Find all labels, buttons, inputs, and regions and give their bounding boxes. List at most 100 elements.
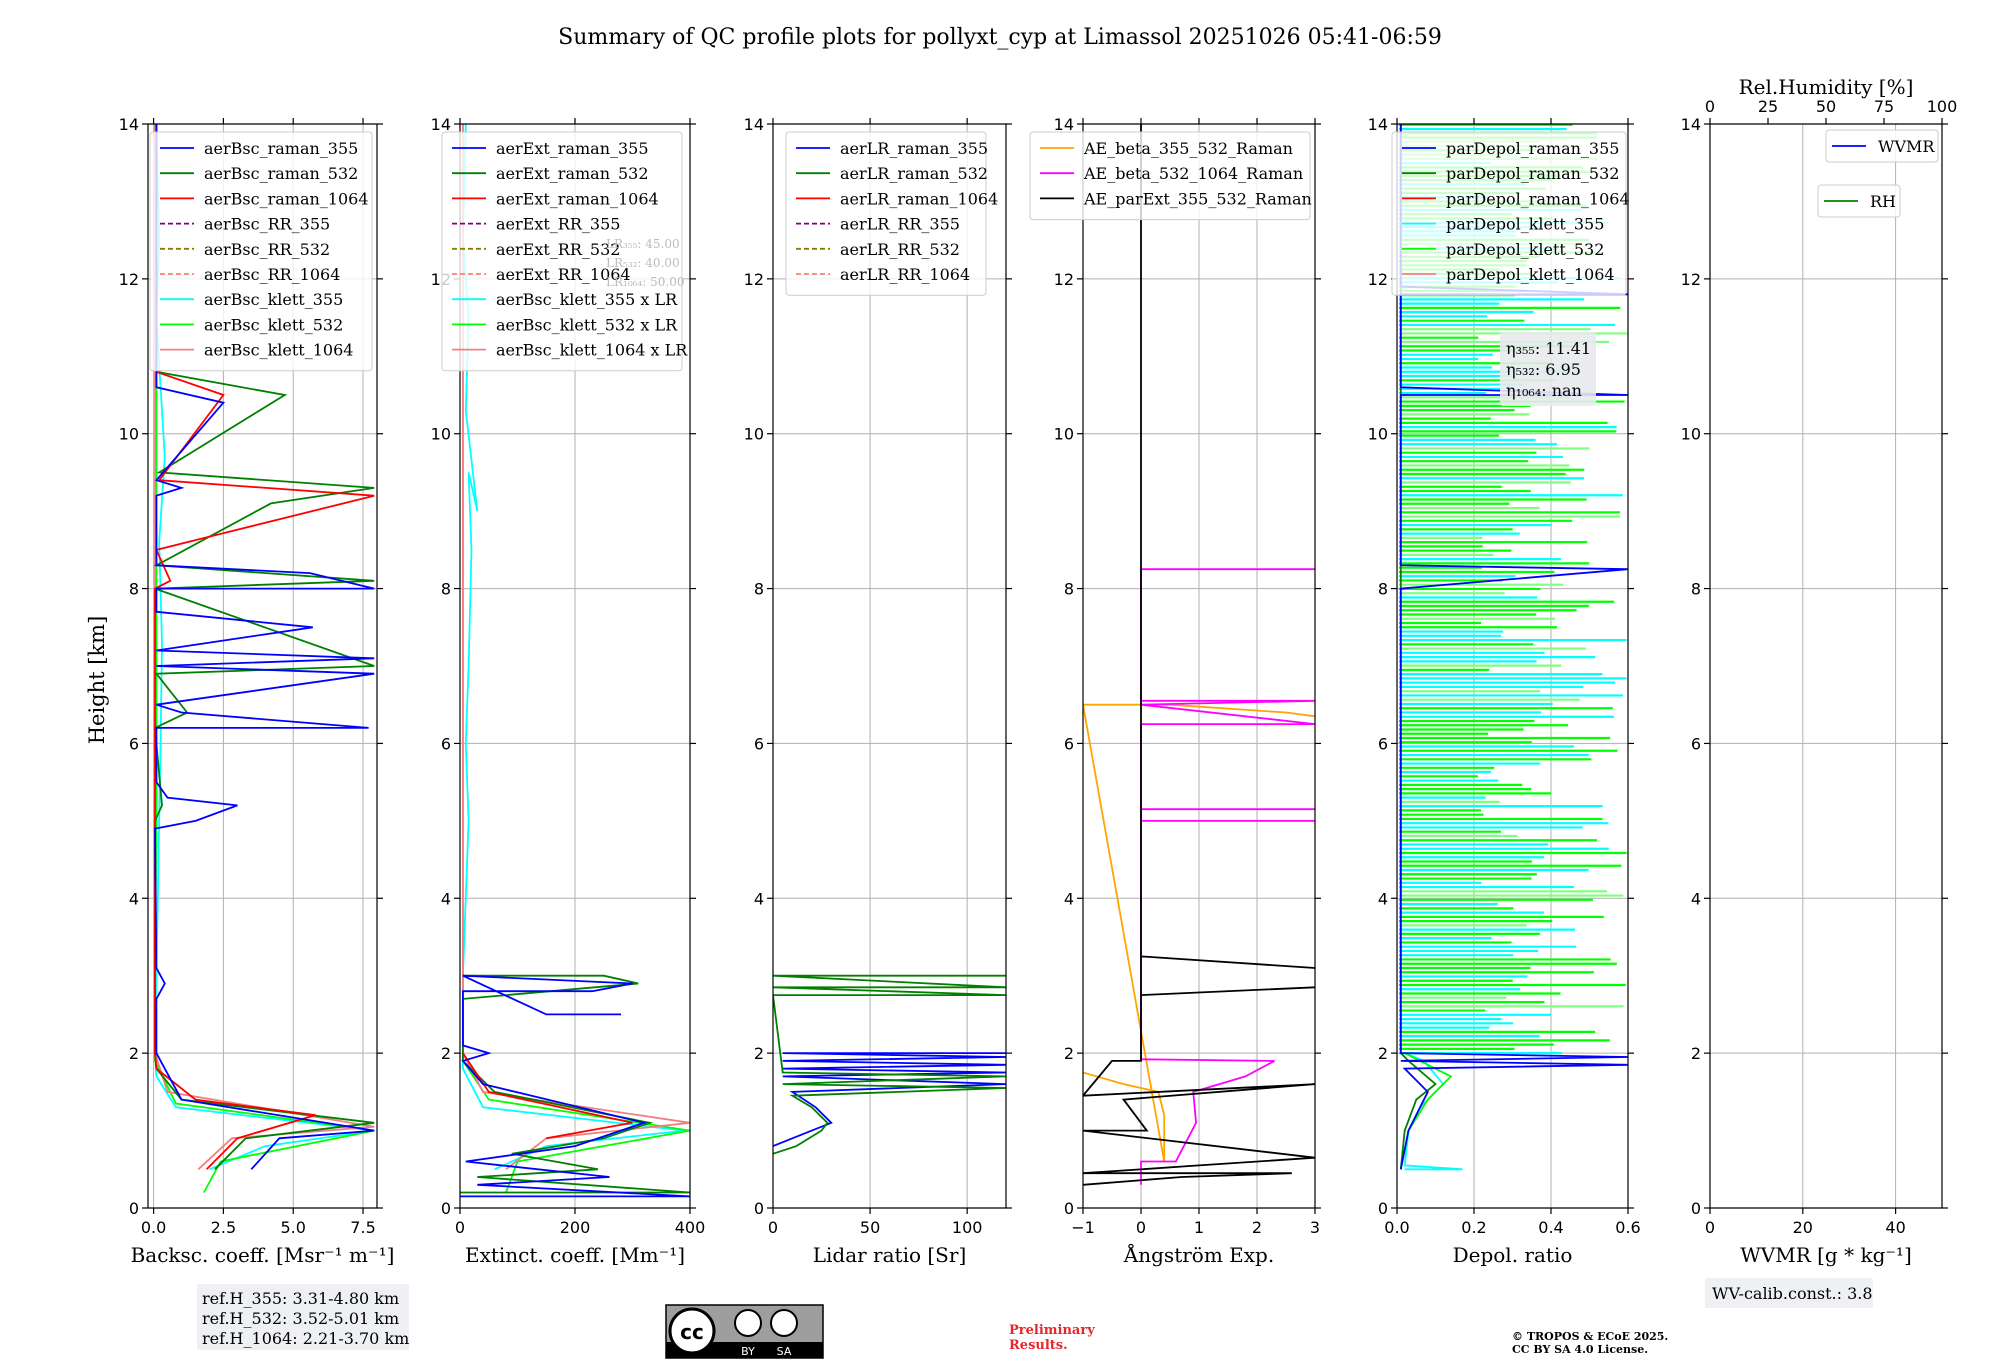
legend-label: aerBsc_raman_532 — [204, 164, 358, 183]
panel-backscatter: 0 2 4 6 8 10 12 14 0.0 2.5 5.0 7.5 Backsc. coeff. [M… — [119, 115, 409, 1350]
legend-label: parDepol_raman_532 — [1446, 164, 1619, 183]
legend-label: RH — [1870, 192, 1896, 211]
y-tick-label: 0 — [1064, 1199, 1074, 1218]
y-tick-label: 14 — [431, 115, 451, 134]
y-tick-label: 6 — [1064, 734, 1074, 753]
legend-label: aerBsc_RR_355 — [204, 215, 330, 234]
y-tick-label: 4 — [1378, 889, 1388, 908]
y-tick-label: 0 — [441, 1199, 451, 1218]
x-tick-label: 2.5 — [211, 1218, 236, 1237]
y-tick-label: 14 — [1054, 115, 1074, 134]
legend-label: aerExt_raman_1064 — [496, 189, 659, 208]
series-aerLR_raman_355 — [773, 1052, 1006, 1147]
info-box: WV-calib.const.: 3.8 — [1705, 1278, 1873, 1308]
legend-frame — [785, 131, 987, 296]
sa-share-icon — [770, 1309, 798, 1337]
series-aerLR_raman_532 — [773, 974, 1006, 1155]
lr-label: LR₃₅₅: 45.00 — [606, 237, 680, 251]
eta-label: η₁₀₆₄: nan — [1506, 381, 1582, 400]
wv-calib-text: WV-calib.const.: 3.8 — [1712, 1284, 1873, 1303]
y-tick-label: 14 — [744, 115, 764, 134]
legend-label: parDepol_klett_532 — [1446, 240, 1604, 259]
legend-frame — [1825, 129, 1939, 163]
x-axis-label: Lidar ratio [Sr] — [813, 1243, 967, 1267]
series-parDepol_klett_532 — [1399, 1052, 1453, 1170]
legend-label: aerLR_RR_355 — [840, 215, 960, 234]
y-tick-label: 4 — [441, 889, 451, 908]
y-tick-label: 4 — [754, 889, 764, 908]
x-tick-label: 0 — [1705, 1218, 1715, 1237]
eta-label: η₃₅₅: 11.41 — [1506, 339, 1591, 358]
legend-frame — [1391, 131, 1627, 296]
eta-box: η₃₅₅: 11.41 η₅₃₂: 6.95 η₁₀₆₄: nan — [1500, 332, 1596, 406]
legend-frame — [1029, 131, 1311, 221]
copyright-text: © TROPOS & ECoE 2025. — [1512, 1330, 1668, 1343]
x-axis-label: WVMR [g * kg⁻¹] — [1740, 1243, 1912, 1267]
panel-lidar-ratio: 0 2 4 6 8 10 12 14 0 50 100 Lidar ratio [Sr] aerLR_r… — [744, 115, 1012, 1267]
y-tick-label: 10 — [1054, 425, 1074, 444]
legend: aerBsc_raman_355 aerBsc_raman_532 aerBsc_r… — [149, 131, 373, 372]
series-aerBsc_raman_532 — [153, 124, 375, 1170]
legend: aerExt_raman_355 aerExt_raman_532 aerExt_r… — [441, 131, 688, 372]
legend-label: aerBsc_klett_355 — [204, 290, 343, 309]
lr-label: LR₅₃₂: 40.00 — [606, 256, 680, 270]
y-tick-label: 10 — [744, 425, 764, 444]
y-tick-label: 0 — [754, 1199, 764, 1218]
legend: AE_beta_355_532_Raman AE_beta_532_1064_Ra… — [1029, 131, 1312, 221]
y-tick-label: 0 — [1691, 1199, 1701, 1218]
legend-frame — [1817, 184, 1901, 218]
badge-by-label: BY — [741, 1345, 755, 1358]
y-tick-label: 6 — [129, 734, 139, 753]
x-tick-label: 0 — [768, 1218, 778, 1237]
preliminary-text: Preliminary — [1009, 1323, 1095, 1338]
y-tick-label: 2 — [1691, 1044, 1701, 1063]
badge-sa-label: SA — [777, 1345, 792, 1358]
legend-label: aerBsc_RR_1064 — [204, 265, 340, 284]
x2-tick-label: 25 — [1758, 97, 1778, 116]
y-tick-label: 10 — [431, 425, 451, 444]
x2-axis-label: Rel.Humidity [%] — [1739, 75, 1914, 99]
x-axis-label: Extinct. coeff. [Mm⁻¹] — [465, 1243, 685, 1267]
license-text: CC BY SA 4.0 License. — [1512, 1343, 1648, 1356]
legend-label: aerBsc_klett_532 — [204, 315, 343, 334]
legend-label: parDepol_raman_355 — [1446, 139, 1619, 158]
y-tick-label: 4 — [1064, 889, 1074, 908]
legend-label: parDepol_klett_355 — [1446, 215, 1604, 234]
y-tick-label: 12 — [1054, 270, 1074, 289]
y-tick-label: 8 — [1064, 580, 1074, 599]
plot-area — [460, 124, 690, 1198]
legend-label: parDepol_klett_1064 — [1446, 265, 1615, 284]
x-tick-label: 0.0 — [141, 1218, 166, 1237]
x2-tick-label: 0 — [1705, 97, 1715, 116]
eta-frame — [1500, 332, 1596, 406]
x-tick-label: 0.0 — [1384, 1218, 1409, 1237]
legend-label: aerLR_raman_532 — [840, 164, 988, 183]
x-tick-label: 7.5 — [350, 1218, 375, 1237]
legend-label: aerExt_RR_355 — [496, 215, 620, 234]
cc-icon-text: cc — [680, 1320, 704, 1344]
info-frame — [197, 1284, 409, 1350]
cc-icon — [668, 1307, 716, 1355]
legend-label: WVMR — [1878, 137, 1935, 156]
y-tick-label: 0 — [1378, 1199, 1388, 1218]
panel-depolarization: 0 2 4 6 8 10 12 14 0.0 0.2 0.4 0.6 Depol. ratio parDe… — [1368, 115, 1641, 1267]
legend-label: aerBsc_raman_1064 — [204, 189, 369, 208]
legend-label: aerLR_RR_1064 — [840, 265, 970, 284]
y-tick-label: 4 — [1691, 889, 1701, 908]
y-tick-label: 8 — [754, 580, 764, 599]
x-tick-label: 20 — [1793, 1218, 1813, 1237]
y-axis-label: Height [km] — [85, 616, 109, 745]
y-tick-label: 2 — [441, 1044, 451, 1063]
series-aerBsc_raman_355 — [154, 124, 375, 1170]
y-tick-label: 12 — [744, 270, 764, 289]
legend-label: aerBsc_klett_1064 — [204, 341, 353, 360]
x-tick-label: 1 — [1194, 1218, 1204, 1237]
y-tick-label: 14 — [1368, 115, 1388, 134]
x-axis-label: Backsc. coeff. [Msr⁻¹ m⁻¹] — [131, 1243, 395, 1267]
y-tick-label: 14 — [1681, 115, 1701, 134]
y-tick-label: 6 — [754, 734, 764, 753]
